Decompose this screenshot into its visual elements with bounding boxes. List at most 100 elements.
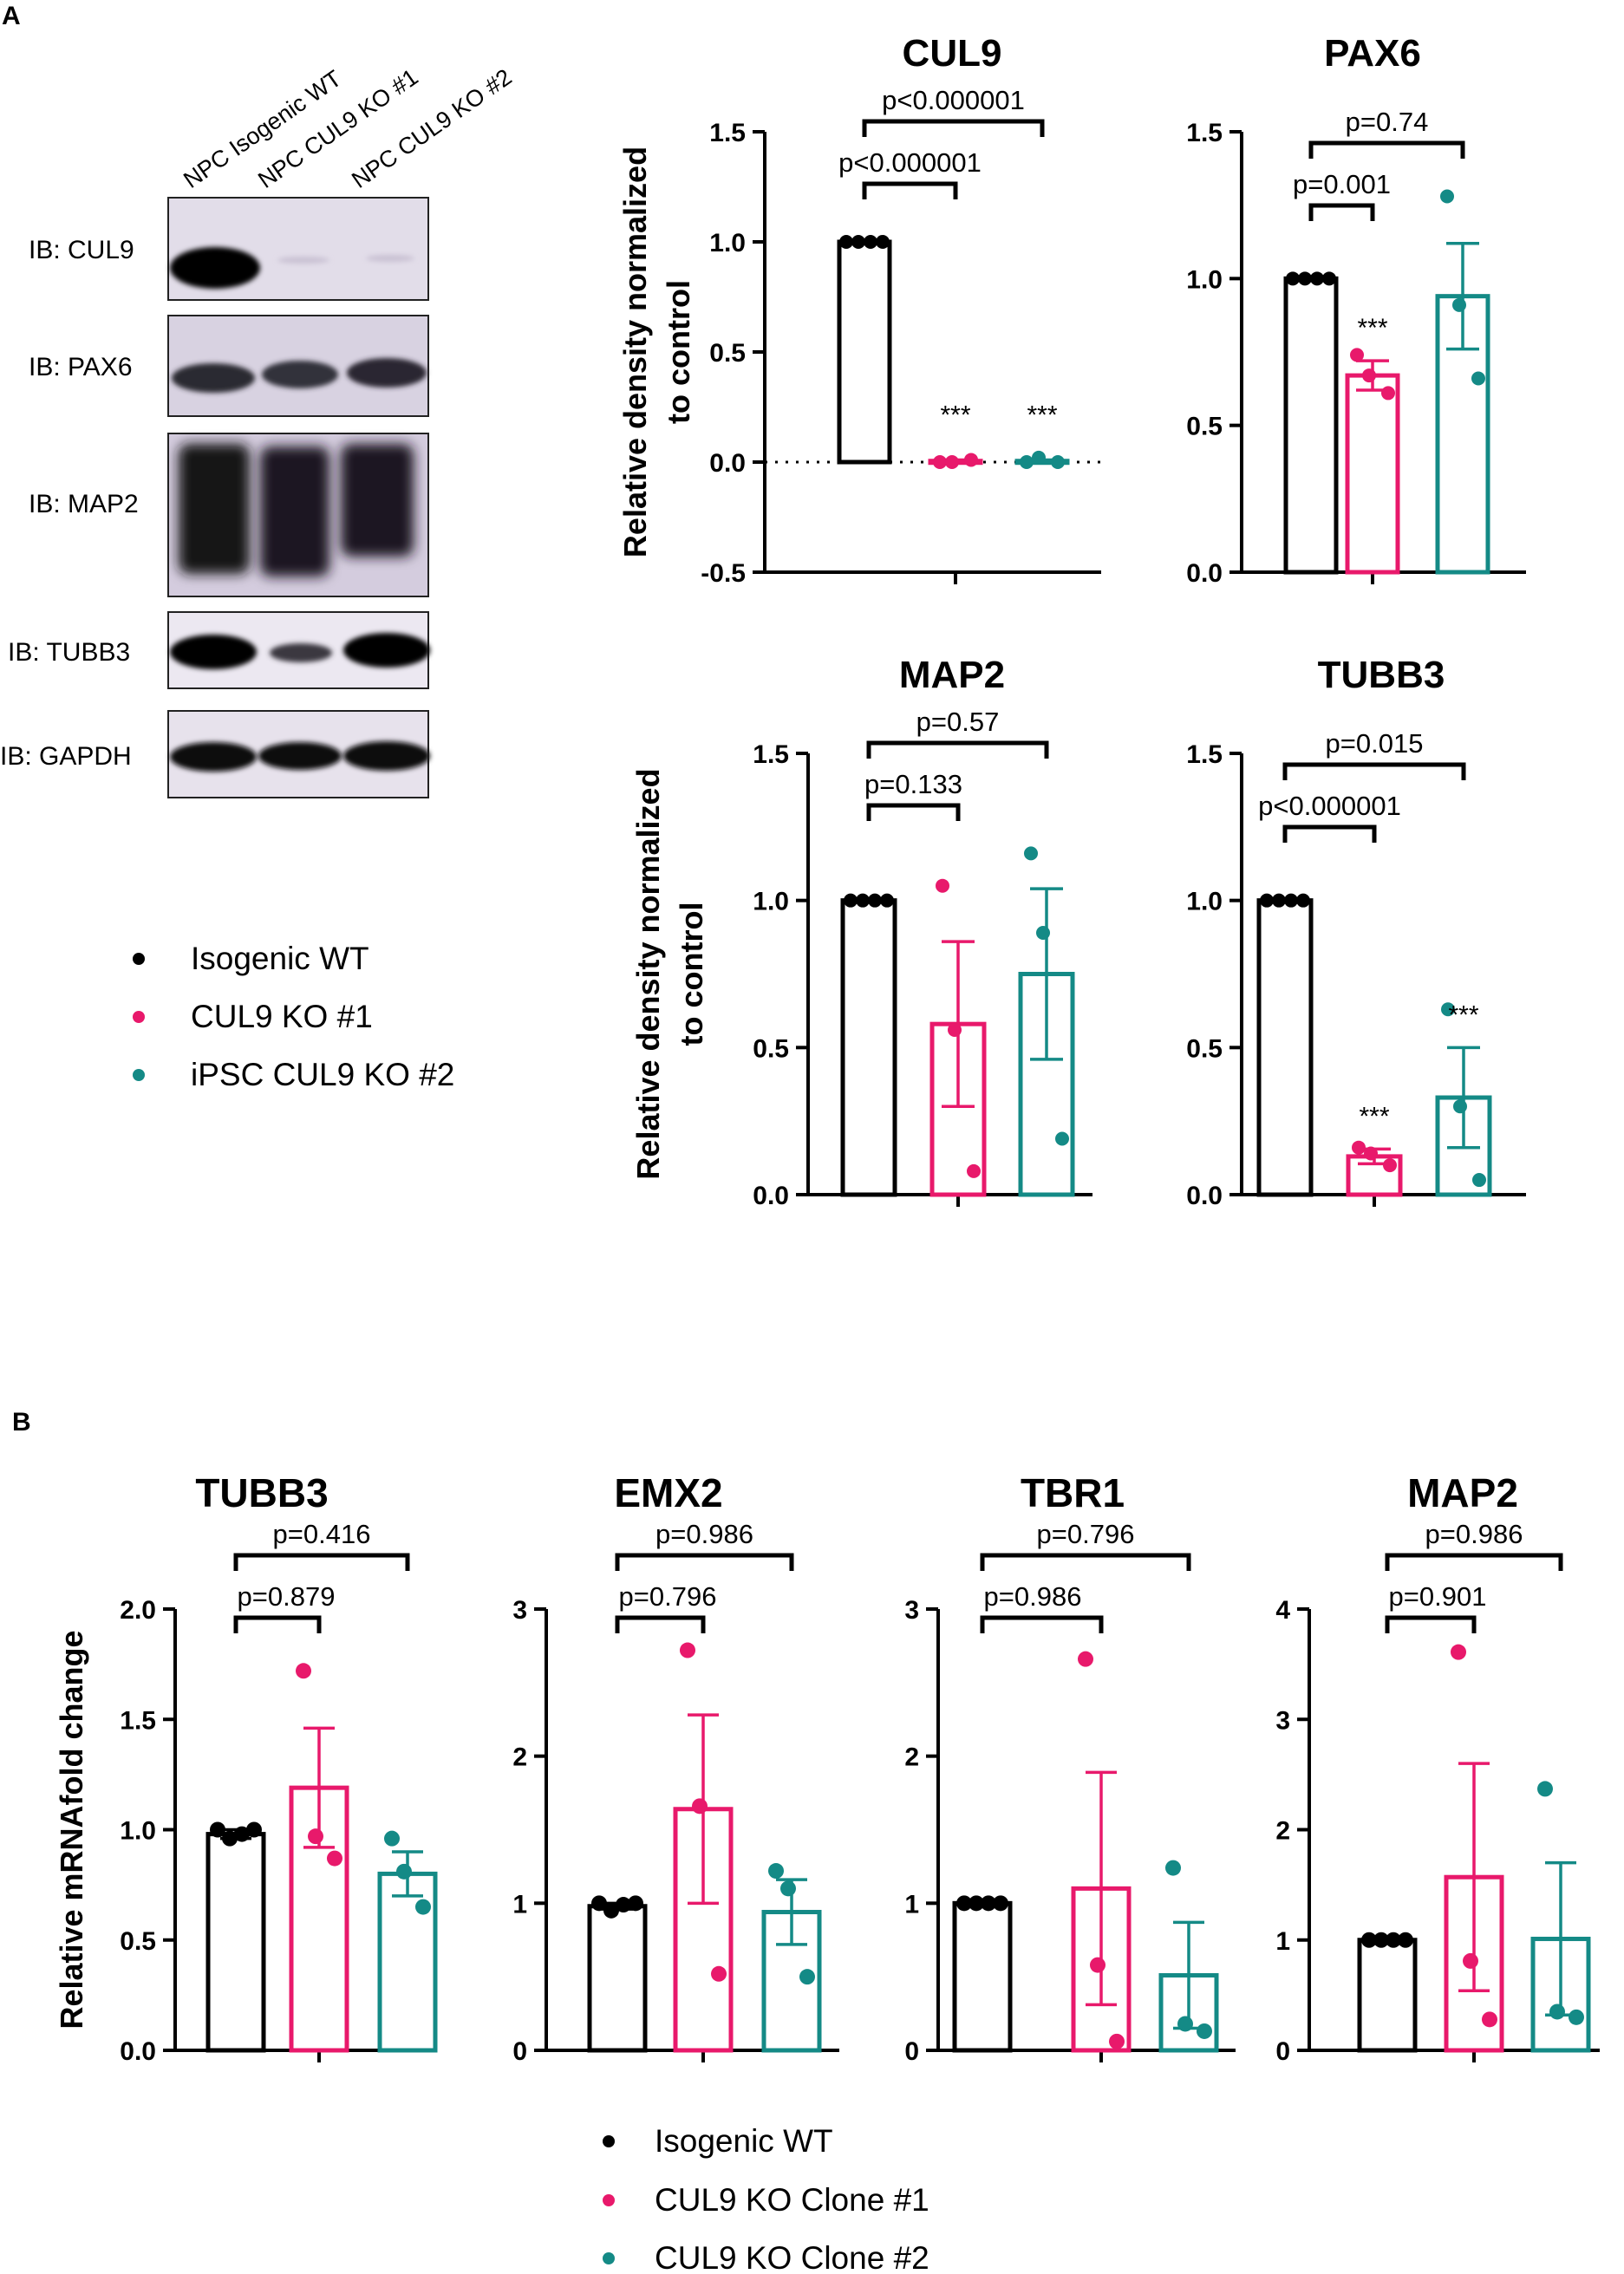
- data-point: [851, 235, 865, 249]
- y-tick-label: 1.0: [1186, 265, 1223, 294]
- data-point: [1471, 371, 1485, 386]
- y-tick-label: 0.0: [753, 1182, 789, 1210]
- bar: [205, 1832, 266, 2053]
- blot-row-label: IB: MAP2: [29, 490, 139, 518]
- comparison-bracket: [1308, 203, 1375, 221]
- data-point: [1441, 1002, 1455, 1017]
- comparison-bracket: [1282, 762, 1466, 780]
- y-tick-label: 2.0: [120, 1596, 156, 1625]
- bar-charts: CUL9 -0.5 0.0 0.5 1.0 1.5 Relative density nor…: [54, 32, 1600, 2066]
- data-point: [680, 1642, 695, 1658]
- data-point: [1055, 1131, 1069, 1146]
- comparison-bracket: [862, 181, 958, 199]
- legend-label: CUL9 KO Clone #1: [655, 2182, 929, 2218]
- data-point: [1024, 846, 1038, 861]
- data-point: [1272, 893, 1286, 908]
- chart-title: TBR1: [1021, 1470, 1125, 1515]
- blot-cul9: [167, 197, 429, 301]
- data-point: [1383, 1158, 1397, 1173]
- legend-a: Isogenic WT CUL9 KO #1 iPSC CUL9 KO #2: [133, 941, 454, 1092]
- data-point: [234, 1826, 250, 1842]
- y-tick-label: 1: [1275, 1927, 1290, 1956]
- data-point: [296, 1663, 311, 1679]
- data-point: [864, 235, 877, 249]
- significance-stars: ***: [1448, 1000, 1478, 1029]
- y-tick-label: 0.0: [120, 2037, 156, 2066]
- data-point: [628, 1895, 643, 1912]
- blot-pax6: [167, 315, 429, 417]
- y-tick-label: 0.5: [1186, 1034, 1223, 1063]
- data-point: [1472, 1173, 1486, 1188]
- y-tick-label: 3: [512, 1596, 527, 1625]
- y-tick-label: 0.5: [1186, 413, 1223, 441]
- chart-title: TUBB3: [1318, 654, 1445, 696]
- y-tick-label: 0.0: [1186, 1182, 1223, 1210]
- p-value-label: p=0.986: [984, 1581, 1082, 1612]
- data-point: [1260, 893, 1274, 908]
- bar: [840, 898, 897, 1197]
- data-point: [993, 1895, 1008, 1912]
- p-value-label: p=0.879: [238, 1581, 336, 1612]
- chart-title: TUBB3: [195, 1470, 328, 1515]
- data-point: [1109, 2033, 1125, 2049]
- data-point: [1386, 1932, 1401, 1948]
- data-point: [1197, 2023, 1212, 2039]
- chart-title: MAP2: [1407, 1470, 1518, 1515]
- data-point: [1364, 1146, 1378, 1161]
- data-point: [616, 1897, 631, 1913]
- y-tick-label: 0.5: [753, 1034, 789, 1063]
- data-point: [964, 453, 978, 467]
- comparison-bracket: [615, 1615, 706, 1633]
- data-point: [780, 1880, 796, 1897]
- data-point: [1165, 1860, 1181, 1876]
- chart-title: CUL9: [903, 32, 1002, 75]
- data-point: [981, 1895, 996, 1912]
- data-point: [1482, 2011, 1497, 2028]
- comparison-bracket: [866, 803, 961, 821]
- significance-stars: ***: [940, 401, 970, 429]
- data-point: [1322, 271, 1336, 286]
- y-tick-label: 0: [512, 2037, 527, 2066]
- comparison-bracket: [1282, 824, 1377, 843]
- bar: [1256, 898, 1314, 1197]
- data-point: [969, 1895, 984, 1912]
- data-point: [246, 1821, 262, 1838]
- bar: [837, 239, 892, 465]
- data-point: [1537, 1781, 1553, 1797]
- blot-lane-labels: NPC Isogenic WT NPC CUL9 KO #1 NPC CUL9 …: [179, 64, 516, 193]
- blot-row-labels: IB: CUL9 IB: PAX6 IB: MAP2 IB: TUBB3 IB:…: [0, 236, 139, 771]
- bar: [1357, 1938, 1418, 2053]
- data-point: [1310, 271, 1324, 286]
- p-value-label: p=0.796: [1037, 1519, 1135, 1549]
- data-point: [327, 1850, 342, 1867]
- y-tick-label: 0: [1275, 2037, 1290, 2066]
- y-tick-label: 0.0: [709, 449, 746, 478]
- data-point: [591, 1895, 607, 1912]
- data-point: [711, 1965, 727, 1982]
- data-point: [844, 893, 858, 908]
- y-axis-label: to control: [674, 902, 709, 1046]
- y-tick-label: 1.5: [1186, 119, 1223, 147]
- data-point: [1362, 368, 1376, 383]
- p-value-label: p<0.000001: [1258, 791, 1401, 821]
- data-point: [945, 455, 959, 469]
- data-point: [1398, 1932, 1413, 1948]
- data-point: [396, 1863, 412, 1880]
- y-tick-label: 3: [904, 1596, 919, 1625]
- significance-stars: ***: [1357, 314, 1387, 342]
- y-tick-label: 2: [1275, 1817, 1290, 1846]
- chart-title: MAP2: [899, 654, 1005, 696]
- data-point: [692, 1798, 708, 1815]
- p-value-label: p=0.416: [273, 1519, 371, 1549]
- data-point: [799, 1969, 815, 1985]
- comparison-bracket: [1385, 1615, 1477, 1633]
- legend-marker-ko1: [133, 1011, 145, 1023]
- data-point: [1361, 1932, 1377, 1948]
- blot-lane-label: NPC CUL9 KO #2: [347, 64, 516, 193]
- p-value-label: p=0.133: [864, 769, 962, 799]
- p-value-label: p<0.000001: [882, 85, 1025, 115]
- p-value-label: p=0.986: [655, 1519, 753, 1549]
- bar: [587, 1904, 648, 2053]
- y-tick-label: 0.0: [1186, 559, 1223, 588]
